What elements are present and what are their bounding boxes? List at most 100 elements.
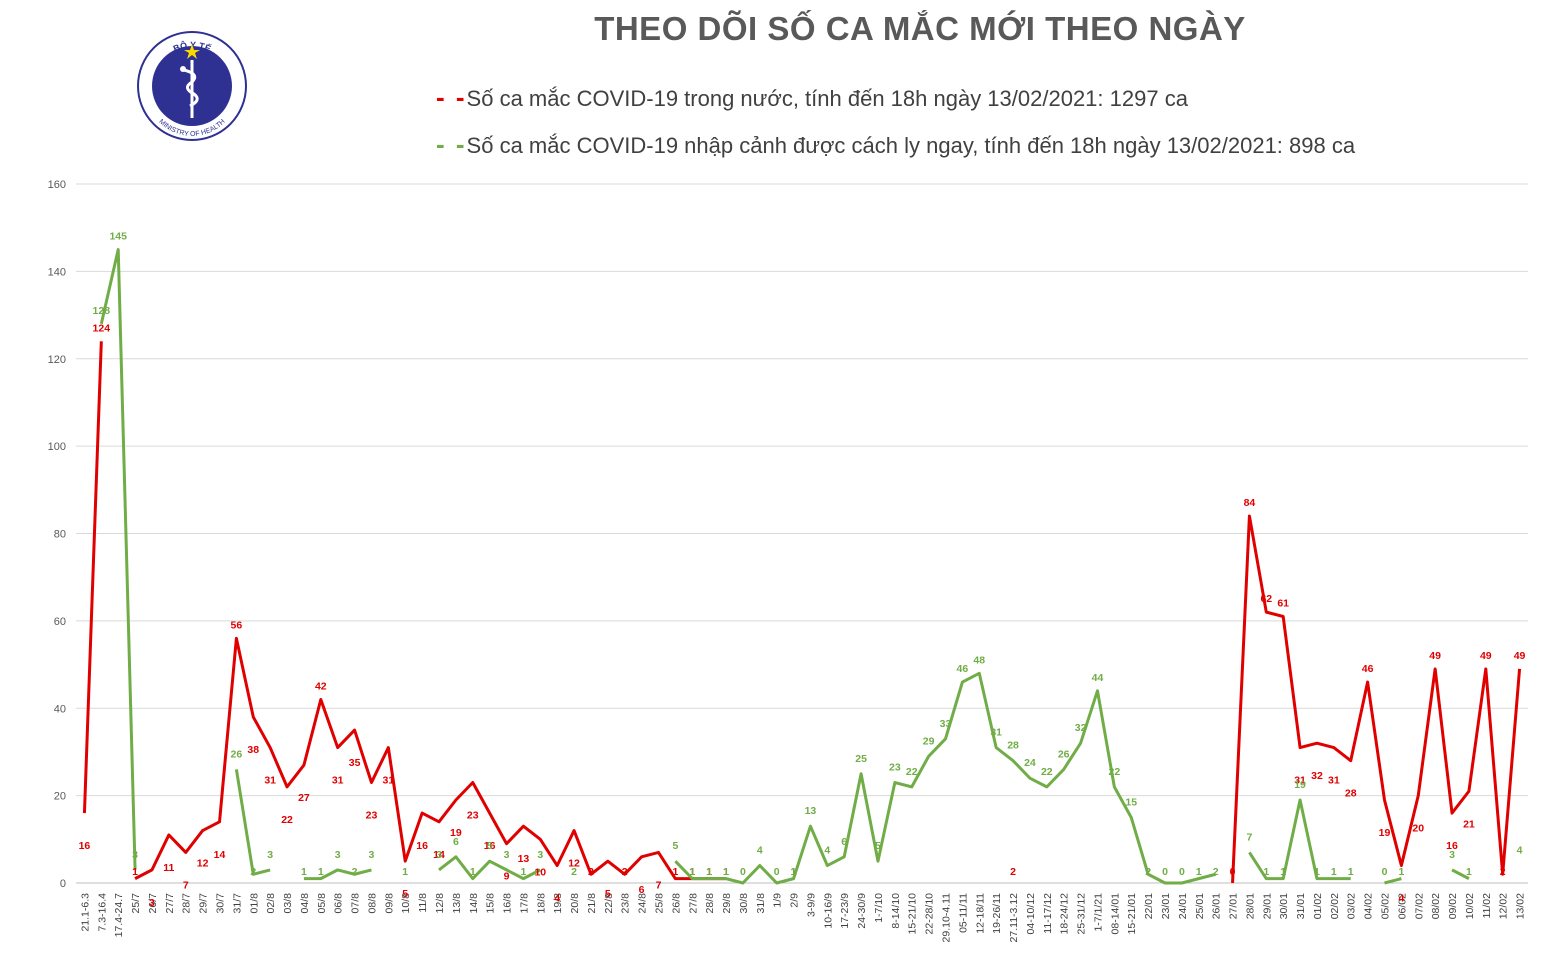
- x-tick-label: 30/01: [1278, 893, 1290, 919]
- x-tick-label: 03/02: [1346, 893, 1358, 919]
- domestic-data-label: 31: [264, 775, 276, 787]
- x-tick-label: 02/8: [265, 893, 277, 914]
- x-tick-label: 13/02: [1515, 893, 1527, 919]
- imported-data-label: 3: [436, 849, 442, 861]
- domestic-data-label: 61: [1277, 598, 1289, 610]
- domestic-data-label: 2: [622, 866, 628, 878]
- domestic-data-label: 46: [1362, 663, 1374, 675]
- x-tick-label: 21.1-6.3: [79, 893, 91, 932]
- x-tick-label: 29/8: [721, 893, 733, 914]
- x-tick-label: 07/8: [350, 893, 362, 914]
- y-tick-label: 120: [48, 354, 66, 366]
- x-tick-label: 13/8: [451, 893, 463, 914]
- domestic-data-label: 16: [484, 840, 496, 852]
- x-tick-label: 28/7: [181, 893, 193, 914]
- legend-imported: - -Số ca mắc COVID-19 nhập cảnh được các…: [436, 129, 1355, 160]
- domestic-data-label: 2: [588, 866, 594, 878]
- domestic-data-label: 49: [1480, 650, 1492, 662]
- x-tick-label: 04/02: [1363, 893, 1375, 919]
- imported-data-label: 13: [805, 805, 817, 817]
- x-tick-label: 06/8: [333, 893, 345, 914]
- domestic-data-label: 31: [383, 775, 395, 787]
- x-tick-label: 07/02: [1413, 893, 1425, 919]
- imported-data-label: 5: [487, 840, 493, 852]
- imported-data-label: 1: [1263, 866, 1269, 878]
- imported-data-label: 6: [841, 836, 847, 848]
- x-tick-label: 12/8: [434, 893, 446, 914]
- imported-data-label: 3: [1449, 849, 1455, 861]
- domestic-data-label: 23: [366, 810, 378, 822]
- domestic-data-label: 32: [1311, 770, 1323, 782]
- imported-data-label: 3: [267, 849, 273, 861]
- x-tick-label: 27.11-3.12: [1008, 893, 1020, 943]
- domestic-data-label: 1: [689, 866, 695, 878]
- x-tick-label: 04-10/12: [1025, 893, 1037, 935]
- x-tick-label: 26/8: [670, 893, 682, 914]
- imported-data-label: 1: [1398, 866, 1404, 878]
- domestic-data-label: 19: [1379, 827, 1391, 839]
- imported-data-label: 22: [1109, 766, 1121, 778]
- x-tick-label: 31/8: [755, 893, 767, 914]
- imported-data-label: 1: [723, 866, 729, 878]
- imported-data-label: 4: [1517, 845, 1523, 857]
- imported-data-label: 5: [672, 840, 678, 852]
- imported-data-label: 0: [740, 866, 746, 878]
- domestic-data-label: 28: [1345, 788, 1357, 800]
- imported-data-label: 4: [757, 845, 763, 857]
- imported-data-label: 6: [453, 836, 459, 848]
- domestic-data-label: 7: [656, 879, 662, 891]
- x-tick-label: 1-7/1/21: [1092, 893, 1104, 932]
- domestic-data-label: 16: [79, 840, 91, 852]
- domestic-data-label: 22: [281, 814, 293, 826]
- x-tick-label: 24/01: [1177, 893, 1189, 919]
- x-tick-label: 08-14/01: [1109, 893, 1121, 935]
- domestic-data-label: 13: [518, 853, 530, 865]
- imported-series-line: [99, 248, 137, 870]
- imported-data-label: 1: [706, 866, 712, 878]
- x-tick-label: 23/8: [620, 893, 632, 914]
- x-tick-label: 2/9: [789, 893, 801, 908]
- x-tick-label: 05/02: [1379, 893, 1391, 919]
- x-tick-label: 21/8: [586, 893, 598, 914]
- imported-data-label: 3: [369, 849, 375, 861]
- domestic-series-line: [82, 341, 103, 814]
- domestic-data-label: 14: [214, 849, 226, 861]
- imported-series-line: [1451, 868, 1470, 880]
- domestic-data-label: 49: [1514, 650, 1526, 662]
- imported-series-line: [303, 868, 372, 881]
- imported-data-label: 1: [470, 866, 476, 878]
- imported-data-label: 2: [1145, 866, 1151, 878]
- imported-data-label: 26: [231, 748, 243, 760]
- x-tick-label: 29.10-4.11: [941, 893, 953, 943]
- legend-domestic: - -Số ca mắc COVID-19 trong nước, tính đ…: [436, 82, 1188, 113]
- x-tick-label: 18/8: [535, 893, 547, 914]
- x-tick-label: 05/8: [316, 893, 328, 914]
- domestic-data-label: 10: [534, 866, 546, 878]
- y-tick-label: 140: [48, 266, 66, 278]
- imported-series-line: [1384, 877, 1402, 885]
- imported-data-label: 1: [689, 866, 695, 878]
- x-tick-label: 17.4-24.7: [113, 893, 125, 938]
- imported-data-label: 26: [1058, 748, 1070, 760]
- imported-data-label: 0: [1179, 866, 1185, 878]
- imported-data-label: 1: [318, 866, 324, 878]
- x-tick-label: 1/9: [772, 893, 784, 908]
- imported-data-label: 31: [990, 727, 1002, 739]
- domestic-data-label: 4: [554, 893, 560, 905]
- imported-data-label: 1: [1466, 866, 1472, 878]
- x-tick-label: 08/02: [1430, 893, 1442, 919]
- x-tick-label: 11-17/12: [1042, 893, 1054, 934]
- x-tick-label: 10/8: [400, 893, 412, 914]
- imported-data-label: 44: [1092, 672, 1104, 684]
- legend-imported-marker: - -: [436, 129, 467, 159]
- y-tick-label: 0: [60, 878, 66, 890]
- x-tick-label: 27/01: [1228, 893, 1240, 919]
- x-tick-label: 28/8: [704, 893, 716, 914]
- domestic-data-label: 3: [149, 897, 155, 909]
- imported-data-label: 1: [1314, 866, 1320, 878]
- domestic-data-label: 16: [416, 840, 428, 852]
- x-tick-label: 09/02: [1447, 893, 1459, 919]
- domestic-data-label: 49: [1429, 650, 1441, 662]
- domestic-data-label: 16: [1446, 840, 1458, 852]
